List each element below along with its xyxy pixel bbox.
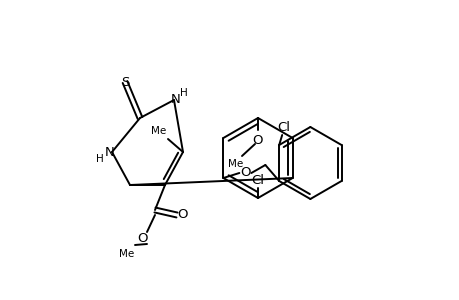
- Text: Me: Me: [151, 126, 166, 136]
- Text: Me: Me: [228, 159, 243, 169]
- Text: Cl: Cl: [277, 121, 290, 134]
- Text: O: O: [252, 134, 263, 146]
- Text: S: S: [121, 76, 129, 88]
- Text: H: H: [180, 88, 187, 98]
- Text: H: H: [96, 154, 104, 164]
- Text: O: O: [240, 166, 250, 178]
- Text: Me: Me: [119, 249, 134, 259]
- Text: O: O: [137, 232, 148, 244]
- Text: N: N: [105, 146, 115, 158]
- Text: O: O: [177, 208, 188, 221]
- Text: N: N: [171, 92, 180, 106]
- Text: Cl: Cl: [251, 173, 264, 187]
